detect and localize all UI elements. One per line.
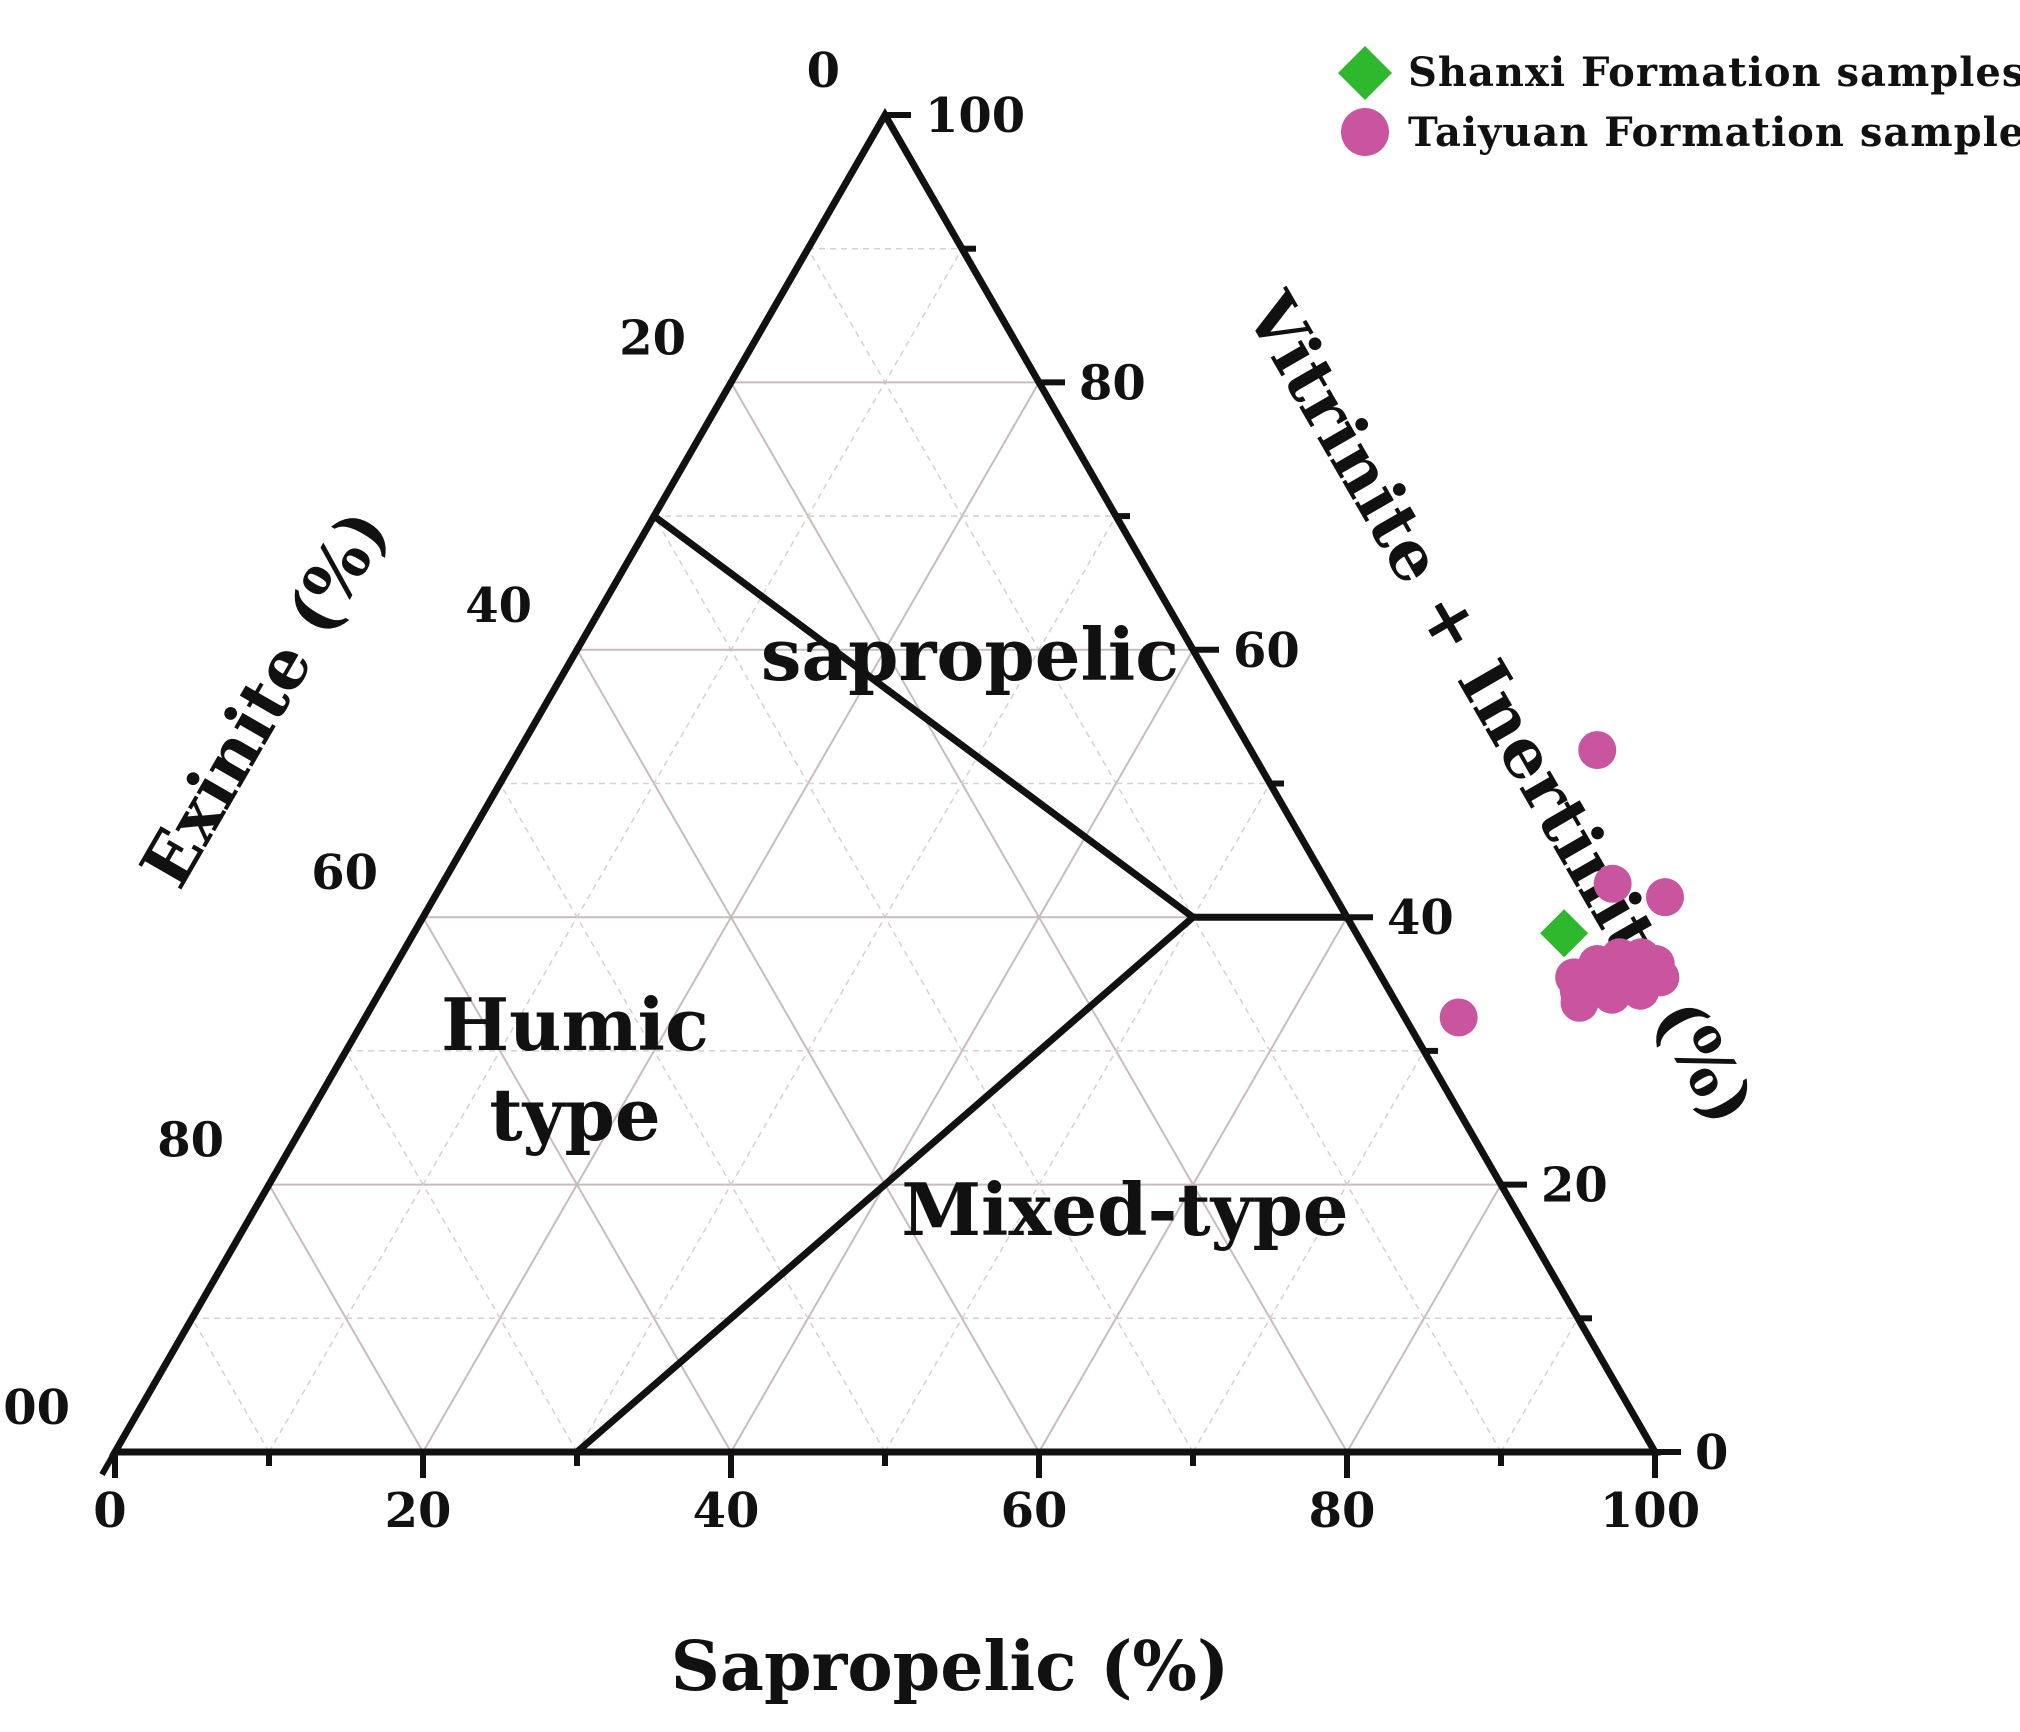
left-tick bbox=[99, 1450, 118, 1477]
grid-line bbox=[1500, 1317, 1579, 1453]
bottom-axis-tick-labels: 0 20 40 60 80 100 bbox=[93, 1483, 1700, 1539]
left-tick bbox=[798, 247, 811, 263]
boundary-humic-mixed bbox=[573, 913, 1197, 1456]
data-point-circle bbox=[1592, 975, 1631, 1014]
grid-line bbox=[576, 515, 1117, 1453]
region-label-humic-line1: Humic bbox=[441, 982, 709, 1067]
axis-ticks bbox=[99, 112, 1681, 1478]
left-tick-label: 80 bbox=[157, 1113, 224, 1169]
data-point-circle bbox=[1439, 998, 1478, 1037]
bottom-axis-title: Sapropelic (%) bbox=[671, 1627, 1229, 1707]
grid-line bbox=[268, 1184, 424, 1453]
right-tick-label: 100 bbox=[925, 88, 1025, 144]
grid-line bbox=[499, 783, 886, 1453]
legend-circle-marker bbox=[1341, 108, 1389, 156]
right-axis-tick-labels: 100 80 60 40 20 0 bbox=[925, 88, 1728, 1481]
region-label-humic-line2: type bbox=[489, 1072, 660, 1157]
boundary-humic-sapropelic bbox=[650, 512, 1197, 921]
region-label-mixed: Mixed-type bbox=[901, 1167, 1348, 1252]
grid-line bbox=[268, 248, 963, 1453]
data-point-diamond bbox=[1540, 909, 1589, 958]
grid-line bbox=[1038, 916, 1348, 1453]
bottom-tick-label: 40 bbox=[693, 1483, 760, 1539]
right-tick-label: 60 bbox=[1233, 623, 1300, 679]
legend-label-taiyuan: Taiyuan Formation samples bbox=[1408, 109, 2020, 156]
grid-line bbox=[1192, 1050, 1425, 1453]
grid-line bbox=[1346, 1184, 1502, 1453]
right-tick-label: 20 bbox=[1541, 1158, 1608, 1214]
bottom-tick-label: 20 bbox=[385, 1483, 452, 1539]
bottom-tick-label: 80 bbox=[1309, 1483, 1376, 1539]
data-point-circle bbox=[1578, 731, 1617, 770]
left-tick bbox=[490, 781, 503, 798]
left-tick-label: 0 bbox=[807, 43, 840, 99]
legend-label-shanxi: Shanxi Formation samples bbox=[1408, 49, 2020, 96]
right-tick-label: 0 bbox=[1695, 1425, 1728, 1481]
grid-line bbox=[345, 1050, 578, 1453]
right-axis-title: Vitrinite + Inertinite (%) bbox=[1229, 278, 1771, 1137]
data-point-circle bbox=[1621, 971, 1660, 1010]
left-tick-label: 60 bbox=[311, 845, 378, 901]
grid-line bbox=[884, 783, 1271, 1453]
right-tick-label: 80 bbox=[1079, 355, 1146, 411]
legend-diamond-marker bbox=[1338, 46, 1392, 100]
bottom-tick-label: 100 bbox=[1600, 1483, 1700, 1539]
bottom-tick-label: 0 bbox=[93, 1483, 126, 1539]
data-point-circle bbox=[1646, 878, 1685, 917]
grid-line bbox=[653, 515, 1194, 1453]
left-axis-title: Exinite (%) bbox=[125, 496, 405, 900]
data-point-circle bbox=[1560, 983, 1599, 1022]
left-tick bbox=[182, 1316, 195, 1332]
bottom-tick-label: 60 bbox=[1001, 1483, 1068, 1539]
left-axis-tick-labels: 0 20 40 60 80 100 bbox=[0, 43, 840, 1436]
left-tick bbox=[336, 1049, 349, 1065]
left-tick bbox=[253, 1183, 272, 1209]
region-label-sapropelic: sapropelic bbox=[761, 612, 1179, 697]
left-tick bbox=[715, 380, 734, 407]
legend: Shanxi Formation samples Taiyuan Formati… bbox=[1338, 46, 2020, 156]
left-tick bbox=[407, 915, 426, 942]
left-tick bbox=[561, 648, 580, 674]
grid-line bbox=[807, 248, 1502, 1453]
grid-line bbox=[191, 1317, 270, 1453]
left-tick-label: 40 bbox=[465, 578, 532, 634]
left-tick-label: 100 bbox=[0, 1380, 70, 1436]
classification-boundaries bbox=[573, 512, 1351, 1456]
grid-lines bbox=[191, 247, 1579, 1453]
right-tick-label: 40 bbox=[1387, 890, 1454, 946]
left-tick-label: 20 bbox=[619, 310, 686, 366]
left-tick bbox=[869, 113, 888, 140]
data-points bbox=[1439, 731, 1685, 1037]
data-point-circle bbox=[1593, 864, 1632, 903]
